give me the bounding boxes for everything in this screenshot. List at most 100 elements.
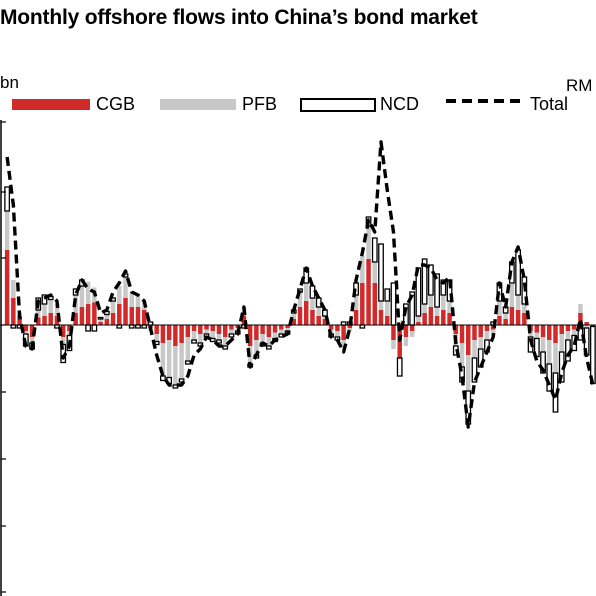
pfb-bar <box>353 295 359 310</box>
ncd-bar <box>378 243 384 302</box>
cgb-bar <box>4 250 10 325</box>
cgb-bar <box>503 319 508 325</box>
cgb-bar <box>360 283 365 325</box>
ncd-bar <box>434 273 440 308</box>
pfb-bar <box>11 280 16 298</box>
cgb-bar <box>129 307 134 325</box>
pfb-bar <box>254 340 259 355</box>
cgb-bar <box>141 310 147 325</box>
cgb-bar <box>23 325 29 331</box>
legend-label-ncd: NCD <box>380 94 419 114</box>
pfb-bar <box>565 331 571 340</box>
legend-swatch-pfb <box>160 99 236 110</box>
ncd-bar <box>191 339 197 344</box>
pfb-bar <box>104 314 110 319</box>
pfb-bar <box>515 295 521 310</box>
pfb-bar <box>391 340 396 349</box>
cgb-bar <box>154 325 159 334</box>
cgb-bar <box>179 325 184 343</box>
cgb-bar <box>166 325 172 340</box>
cgb-bar <box>17 316 22 325</box>
cgb-bar <box>216 325 222 334</box>
cgb-bar <box>117 304 122 325</box>
cgb-bar <box>60 325 66 337</box>
ncd-bar <box>178 378 185 383</box>
cgb-bar <box>29 325 35 337</box>
cgb-bar <box>198 325 203 334</box>
cgb-bar <box>571 325 577 330</box>
ncd-bar <box>228 333 235 338</box>
cgb-bar <box>353 310 359 325</box>
pfb-bar <box>547 340 552 364</box>
pfb-bar <box>571 329 577 336</box>
legend-swatch-total <box>446 99 524 103</box>
pfb-bar <box>266 337 272 346</box>
cgb-bar <box>409 325 415 331</box>
cgb-bar <box>247 325 253 346</box>
cgb-bar <box>378 310 384 325</box>
ncd-bar <box>322 309 328 317</box>
cgb-bar <box>11 298 16 325</box>
pfb-bar <box>135 295 141 307</box>
cgb-bar <box>565 325 571 331</box>
cgb-bar <box>547 325 552 340</box>
cgb-bar <box>160 325 166 343</box>
cgb-bar <box>497 316 502 325</box>
pfb-bar <box>54 304 60 316</box>
pfb-bar <box>4 211 10 250</box>
pfb-bar <box>110 301 116 313</box>
pfb-bar <box>422 304 427 313</box>
pfb-bar <box>409 331 415 337</box>
cgb-bar <box>316 316 321 325</box>
pfb-bar <box>310 298 315 310</box>
pfb-bar <box>42 304 47 316</box>
pfb-bar <box>335 331 340 337</box>
pfb-bar <box>272 332 278 339</box>
pfb-bar <box>291 313 297 319</box>
cgb-bar <box>285 325 290 328</box>
pfb-bar <box>316 307 321 316</box>
pfb-bar <box>553 343 558 373</box>
cgb-bar <box>347 325 353 328</box>
legend-label-cgb: CGB <box>96 94 136 114</box>
pfb-bar <box>191 331 197 340</box>
ncd-bar <box>471 357 478 383</box>
ncd-bar <box>97 316 104 320</box>
legend-swatch-cgb <box>12 99 90 110</box>
pfb-bar <box>522 304 527 313</box>
legend-label-pfb: PFB <box>242 94 278 114</box>
pfb-bar <box>216 334 222 340</box>
pfb-bar <box>154 334 159 342</box>
legend-swatch-ncd <box>300 98 376 112</box>
cgb-bar <box>254 325 259 340</box>
pfb-bar <box>179 343 184 379</box>
cgb-bar <box>590 325 596 327</box>
ncd-bar <box>41 294 48 305</box>
cgb-bar <box>135 307 141 325</box>
cgb-bar <box>185 325 191 337</box>
pfb-bar <box>366 226 371 259</box>
pfb-bar <box>166 340 172 378</box>
pfb-bar <box>528 331 533 337</box>
pfb-bar <box>48 299 53 313</box>
cgb-bar <box>123 298 128 325</box>
pfb-bar <box>584 325 589 328</box>
cgb-bar <box>260 325 265 334</box>
y-axis <box>0 120 6 596</box>
cgb-bar <box>54 316 60 325</box>
cgb-bar <box>559 325 564 334</box>
cgb-bar <box>447 313 452 325</box>
cgb-bar <box>515 310 521 325</box>
pfb-bar <box>29 337 35 343</box>
cgb-bar <box>522 313 527 325</box>
cgb-bar <box>540 325 546 337</box>
cgb-bar <box>428 307 434 325</box>
pfb-bar <box>441 295 446 310</box>
cgb-bar <box>422 313 427 325</box>
ncd-bar <box>184 360 191 365</box>
cgb-bar <box>204 325 209 330</box>
total-line <box>5 140 595 429</box>
pfb-bar <box>478 337 483 349</box>
cgb-bar <box>335 325 340 331</box>
cgb-bar <box>110 313 116 325</box>
